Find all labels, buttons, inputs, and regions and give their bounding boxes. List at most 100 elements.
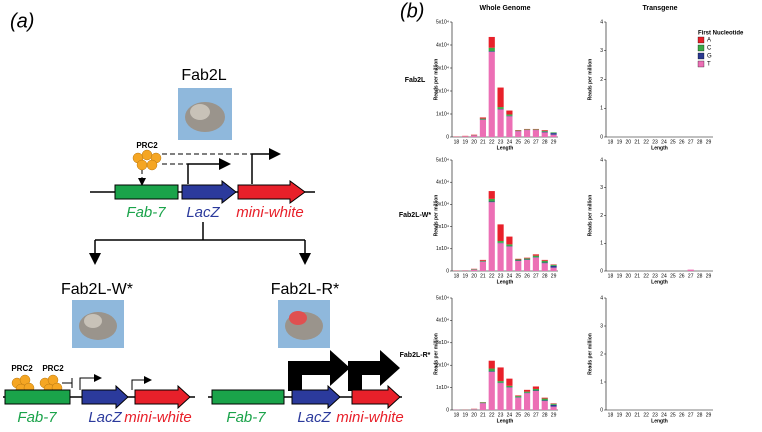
x-tick-label: 22 xyxy=(643,273,649,279)
bar-segment xyxy=(488,371,495,372)
bar-segment xyxy=(541,132,548,137)
legend-title: First Nucleotide xyxy=(698,31,744,37)
bar-segment xyxy=(523,258,531,260)
bar-segment xyxy=(550,403,557,405)
bar-segment xyxy=(470,135,478,137)
fab7-box xyxy=(211,389,285,405)
x-tick-label: 23 xyxy=(498,273,504,279)
fly-photo xyxy=(72,300,124,348)
bar-segment xyxy=(515,395,522,397)
x-tick-label: 29 xyxy=(551,273,557,279)
y-axis-label: Reads per million xyxy=(587,59,593,101)
bar-segment xyxy=(523,391,531,393)
y-tick-label: 3 xyxy=(600,185,603,191)
x-tick-label: 19 xyxy=(462,139,468,145)
y-tick-label: 0 xyxy=(600,407,603,413)
x-tick-label: 24 xyxy=(507,412,513,418)
y-tick-label: 1 xyxy=(600,106,603,112)
bar-segment xyxy=(515,258,522,260)
bar-segment xyxy=(541,397,548,399)
x-tick-label: 26 xyxy=(679,412,685,418)
bar-segment xyxy=(532,386,540,389)
y-tick-label: 1 xyxy=(600,241,603,247)
y-axis-label: Reads per million xyxy=(433,195,439,237)
prc2-complex xyxy=(132,149,162,171)
y-axis-label: Reads per million xyxy=(587,195,593,237)
bar-segment xyxy=(479,119,487,137)
x-tick-label: 24 xyxy=(661,273,667,279)
gene-label: Fab-7 xyxy=(126,204,166,221)
panel-label: (b) xyxy=(400,0,424,22)
fly-photo xyxy=(278,300,330,348)
promoter-arrow xyxy=(131,376,152,390)
x-tick-label: 21 xyxy=(480,273,486,279)
x-tick-label: 27 xyxy=(533,273,539,279)
bar-segment xyxy=(541,259,548,261)
x-tick-label: 25 xyxy=(670,139,676,145)
x-tick-label: 25 xyxy=(515,273,521,279)
bar-segment xyxy=(506,114,513,116)
bar-segment xyxy=(506,236,513,245)
legend-swatch xyxy=(697,52,705,60)
x-tick-label: 25 xyxy=(670,273,676,279)
bar-segment xyxy=(479,117,487,119)
y-tick-label: 4 xyxy=(600,157,603,163)
bar-segment xyxy=(515,396,522,398)
bar-segment xyxy=(497,109,504,137)
bar-segment xyxy=(550,132,557,134)
y-tick-label: 5x10⁴ xyxy=(436,157,449,163)
y-tick-label: 2 xyxy=(600,213,603,219)
construct-title: Fab2L xyxy=(181,67,226,84)
x-tick-label: 23 xyxy=(652,412,658,418)
strong-promoter-arrow xyxy=(288,350,350,391)
row-label: Fab2L-W* xyxy=(399,212,432,219)
legend-swatch xyxy=(697,44,705,52)
bar-segment xyxy=(497,367,504,382)
bar-segment xyxy=(488,51,495,137)
prc2-label: PRC2 xyxy=(42,364,64,373)
x-tick-label: 19 xyxy=(617,273,623,279)
gene-label: mini-white xyxy=(336,409,404,426)
bar-segment xyxy=(515,261,522,271)
bar-segment xyxy=(515,131,522,137)
x-tick-label: 26 xyxy=(524,412,530,418)
bar-segment xyxy=(479,261,487,271)
legend-swatch xyxy=(697,60,705,68)
y-tick-label: 0 xyxy=(446,134,449,140)
y-tick-label: 3x10⁴ xyxy=(436,340,449,346)
x-tick-label: 26 xyxy=(679,139,685,145)
bar-segment xyxy=(550,133,557,135)
bar-segment xyxy=(488,51,495,52)
x-tick-label: 20 xyxy=(626,139,632,145)
bar-segment xyxy=(479,259,487,261)
y-tick-label: 0 xyxy=(446,268,449,274)
bar-segment xyxy=(479,402,487,404)
x-tick-label: 24 xyxy=(661,139,667,145)
x-tick-label: 20 xyxy=(626,273,632,279)
gene-label: mini-white xyxy=(236,204,304,221)
x-tick-label: 23 xyxy=(498,412,504,418)
x-tick-label: 28 xyxy=(697,412,703,418)
bar-segment xyxy=(550,265,557,268)
x-tick-label: 25 xyxy=(670,412,676,418)
y-tick-label: 0 xyxy=(600,134,603,140)
bar-segment xyxy=(541,398,548,401)
x-tick-label: 23 xyxy=(498,139,504,145)
legend-label: G xyxy=(707,54,712,60)
fab7-box xyxy=(4,389,71,405)
promoter-arrow xyxy=(79,374,102,390)
bar-segment xyxy=(497,241,504,243)
prc2-label: PRC2 xyxy=(136,141,158,150)
row-label: Fab2L xyxy=(405,77,426,84)
x-axis-label: Length xyxy=(651,418,668,424)
bar-segment xyxy=(497,383,504,410)
y-tick-label: 1 xyxy=(600,379,603,385)
x-tick-label: 28 xyxy=(542,273,548,279)
bar-segment xyxy=(523,130,531,137)
x-tick-label: 19 xyxy=(462,273,468,279)
x-tick-label: 26 xyxy=(524,139,530,145)
bar-segment xyxy=(488,191,495,199)
x-tick-label: 18 xyxy=(608,139,614,145)
bar-segment xyxy=(488,198,495,202)
x-tick-label: 29 xyxy=(706,139,712,145)
